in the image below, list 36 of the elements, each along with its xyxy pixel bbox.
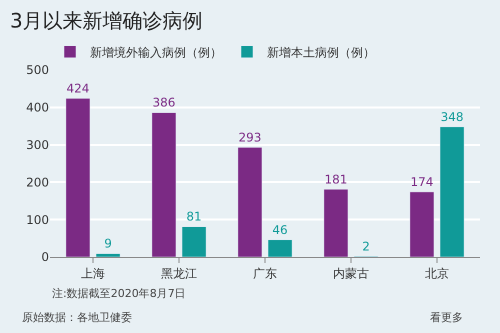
data-label: 386	[152, 96, 176, 110]
x-tick-label: 北京	[425, 266, 449, 280]
data-label: 293	[238, 130, 262, 144]
y-tick-label: 0	[41, 250, 49, 264]
x-tick-label: 上海	[81, 266, 105, 280]
bar	[440, 126, 464, 257]
legend-label: 新增境外输入病例（例）	[90, 45, 222, 60]
bar	[66, 98, 90, 257]
x-tick-label: 黑龙江	[161, 266, 197, 280]
data-label: 348	[440, 110, 464, 124]
bar	[96, 253, 120, 257]
bar	[152, 112, 176, 257]
y-tick-label: 300	[26, 138, 49, 152]
data-label: 174	[410, 174, 434, 189]
y-tick-label: 500	[26, 63, 49, 78]
bar	[238, 147, 262, 257]
data-label: 46	[272, 222, 288, 237]
data-label: 9	[104, 236, 112, 251]
chart-title: 3月以来新增确诊病例	[10, 8, 203, 32]
data-label: 81	[186, 210, 202, 224]
legend-label: 新增本土病例（例）	[267, 45, 375, 60]
y-tick-label: 400	[26, 100, 49, 115]
text: 看更多	[430, 311, 463, 324]
text: 原始数据：各地卫健委	[22, 311, 132, 324]
x-tick-label: 广东	[253, 266, 277, 280]
data-label: 2	[362, 239, 370, 254]
data-label: 181	[324, 172, 348, 186]
bar	[268, 240, 292, 257]
bar	[410, 192, 434, 257]
data-label: 424	[66, 81, 90, 96]
y-tick-label: 100	[26, 212, 49, 227]
y-tick-label: 200	[26, 175, 49, 190]
x-tick-label: 内蒙古	[333, 266, 369, 280]
bar	[324, 189, 348, 257]
bar	[182, 226, 206, 257]
text: 注:数据截至2020年8月7日	[52, 287, 186, 300]
